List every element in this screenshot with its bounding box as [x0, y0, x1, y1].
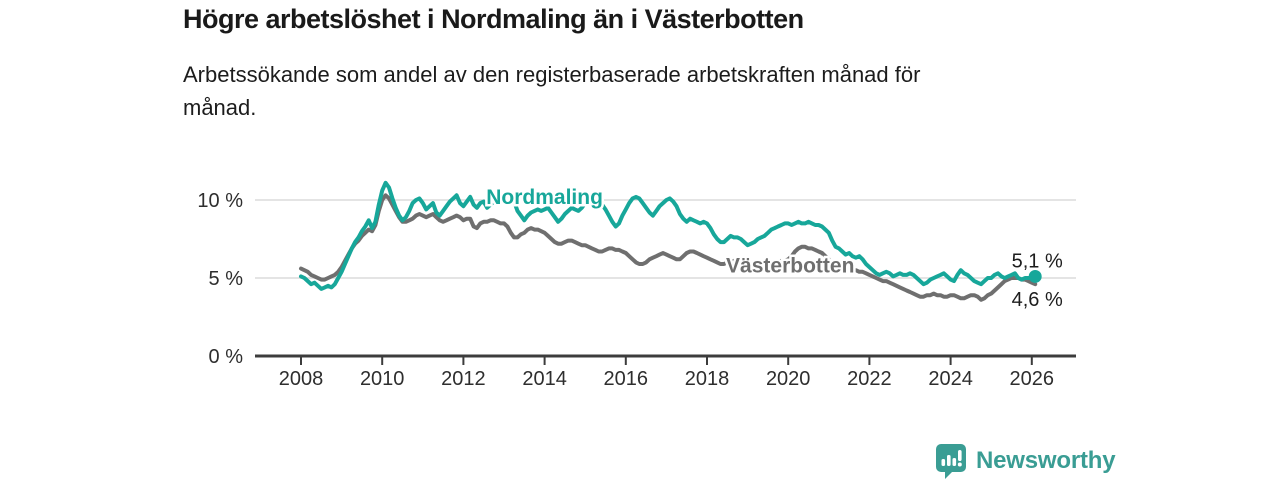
logo-exclamation-dot	[957, 462, 962, 467]
x-axis: 2008 2010 2012 2014 2016 2018 2020 2022 2024 2026	[255, 354, 1076, 390]
y-tick-label: 10 %	[197, 190, 243, 212]
x-tick-label: 2014	[522, 368, 567, 390]
logo-bubble	[936, 444, 966, 479]
series-line-västerbotten	[299, 193, 1038, 302]
series-end-dot	[1028, 269, 1042, 283]
newsworthy-brand: Newsworthy	[934, 443, 1116, 479]
x-tick-label: 2008	[279, 368, 324, 390]
series-name-label: Nordmaling	[486, 186, 603, 209]
series-name-label: Västerbotten	[726, 255, 854, 278]
logo-bar-small	[941, 459, 946, 466]
x-tick-label: 2012	[441, 368, 486, 390]
x-tick-label: 2024	[928, 368, 973, 390]
x-tick-label: 2018	[685, 368, 730, 390]
x-tick-label: 2016	[604, 368, 649, 390]
x-tick-label: 2026	[1010, 368, 1055, 390]
logo-exclamation-bar	[958, 450, 962, 461]
end-value-label: 4,6 %	[1012, 289, 1063, 311]
y-tick-label: 0 %	[209, 346, 244, 368]
newsworthy-logo-icon	[936, 444, 966, 479]
chart-labels: 5,1 % 4,6 % Nordmaling Västerbotten	[484, 183, 1063, 311]
y-tick-label: 5 %	[209, 268, 244, 290]
series-line-nordmaling	[299, 180, 1038, 291]
logo-bar-medium	[952, 458, 957, 466]
x-tick-label: 2020	[766, 368, 811, 390]
brand-name: Newsworthy	[976, 447, 1116, 474]
logo-bar-tall	[947, 455, 951, 466]
data-series	[299, 180, 1038, 302]
end-value-label: 5,1 %	[1012, 250, 1063, 272]
x-tick-label: 2010	[360, 368, 405, 390]
x-tick-label: 2022	[847, 368, 892, 390]
chart-title: Högre arbetslöshet i Nordmaling än i Väs…	[183, 4, 804, 34]
chart-subtitle: Arbetssökande som andel av den registerb…	[183, 62, 921, 120]
